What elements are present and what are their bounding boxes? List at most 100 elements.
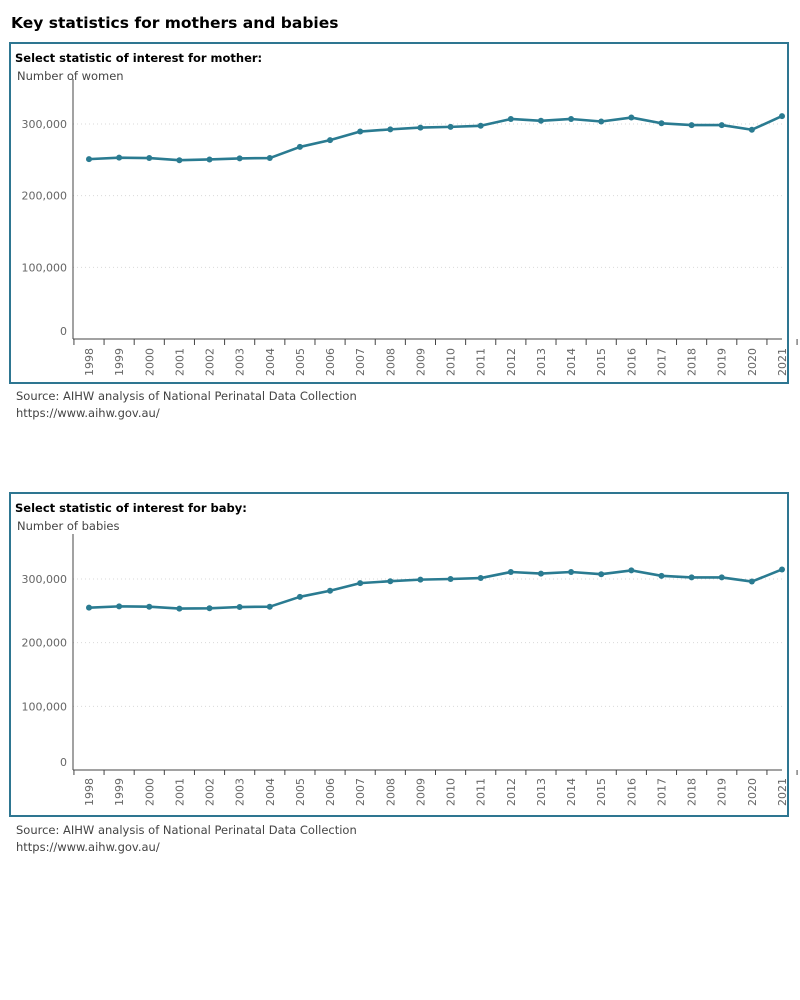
- baby-data-point: [749, 579, 755, 585]
- mother-x-tick-label: 2015: [595, 348, 608, 376]
- baby-y-tick-label: 100,000: [22, 700, 68, 713]
- baby-y-tick-label: 0: [60, 756, 67, 769]
- baby-x-tick-label: 2007: [354, 778, 367, 806]
- mother-data-point: [689, 122, 695, 128]
- mother-x-tick-label: 2011: [475, 348, 488, 376]
- mother-data-point: [387, 126, 393, 132]
- mother-data-point: [538, 118, 544, 124]
- mother-line-chart: 0 100,000 200,000 300,000 1998 1999 2000 2001 20…: [11, 44, 791, 386]
- baby-x-tick-label: 2010: [445, 778, 458, 806]
- mother-data-point: [448, 124, 454, 130]
- mother-x-tick-label: 2013: [535, 348, 548, 376]
- baby-x-tick-label: 2016: [625, 778, 638, 806]
- mother-data-point: [357, 129, 363, 135]
- mother-y-tick-label: 200,000: [22, 190, 68, 203]
- mother-data-point: [146, 155, 152, 161]
- baby-data-point: [508, 569, 514, 575]
- baby-data-point: [417, 577, 423, 583]
- mother-source-link[interactable]: https://www.aihw.gov.au/: [16, 405, 357, 422]
- baby-x-tick-label: 2002: [204, 778, 217, 806]
- baby-data-point: [478, 575, 484, 581]
- baby-data-point: [207, 605, 213, 611]
- baby-data-point: [237, 604, 243, 610]
- baby-data-point: [327, 588, 333, 594]
- baby-y-tick-label: 300,000: [22, 573, 68, 586]
- mother-data-point: [749, 127, 755, 133]
- mother-x-tick-label: 2008: [384, 348, 397, 376]
- baby-data-point: [538, 571, 544, 577]
- baby-data-point: [448, 576, 454, 582]
- mother-x-tick-label: 2005: [294, 348, 307, 376]
- baby-data-point: [628, 567, 634, 573]
- baby-data-point: [267, 604, 273, 610]
- mother-data-point: [237, 155, 243, 161]
- mother-x-tick-label: 2020: [746, 348, 759, 376]
- mother-source-text: Source: AIHW analysis of National Perina…: [16, 388, 357, 405]
- mother-x-tick-label: 2019: [716, 348, 729, 376]
- mother-data-point: [297, 144, 303, 150]
- baby-x-tick-label: 2018: [686, 778, 699, 806]
- mother-data-point: [779, 113, 785, 119]
- mother-data-point: [86, 156, 92, 162]
- mother-x-tick-label: 2002: [204, 348, 217, 376]
- mother-x-tick-label: 2016: [625, 348, 638, 376]
- baby-data-point: [689, 574, 695, 580]
- baby-x-tick-label: 2005: [294, 778, 307, 806]
- mother-data-point: [207, 156, 213, 162]
- mother-x-tick-label: 2000: [143, 348, 156, 376]
- mother-x-tick-label: 2017: [655, 348, 668, 376]
- baby-data-point: [116, 603, 122, 609]
- mother-x-tick-label: 2006: [324, 348, 337, 376]
- baby-data-point: [176, 606, 182, 612]
- baby-data-point: [658, 573, 664, 579]
- mother-x-tick-label: 2014: [565, 348, 578, 376]
- mother-x-tick-label: 2007: [354, 348, 367, 376]
- baby-x-tick-label: 2009: [414, 778, 427, 806]
- baby-source-link[interactable]: https://www.aihw.gov.au/: [16, 839, 357, 856]
- mother-y-tick-label: 300,000: [22, 118, 68, 131]
- mother-data-point: [267, 155, 273, 161]
- baby-x-tick-label: 2012: [505, 778, 518, 806]
- mother-y-tick-label: 0: [60, 325, 67, 338]
- mother-x-tick-label: 2018: [686, 348, 699, 376]
- mother-x-tick-label: 2004: [264, 348, 277, 376]
- baby-series-line: [89, 569, 782, 608]
- mother-x-tick-label: 2001: [173, 348, 186, 376]
- mother-data-point: [628, 115, 634, 121]
- baby-x-tick-label: 1998: [83, 778, 96, 806]
- baby-x-tick-label: 2017: [655, 778, 668, 806]
- baby-x-tick-label: 2020: [746, 778, 759, 806]
- mother-data-point: [327, 137, 333, 143]
- mother-data-point: [719, 122, 725, 128]
- baby-x-tick-label: 2004: [264, 778, 277, 806]
- mother-data-point: [116, 155, 122, 161]
- mother-data-point: [568, 116, 574, 122]
- baby-x-tick-label: 1999: [113, 778, 126, 806]
- mother-series-line: [89, 116, 782, 160]
- mother-data-point: [417, 125, 423, 131]
- baby-x-tick-label: 2013: [535, 778, 548, 806]
- mother-x-tick-label: 2009: [414, 348, 427, 376]
- baby-x-tick-label: 2011: [475, 778, 488, 806]
- baby-data-point: [719, 574, 725, 580]
- mother-source-note: Source: AIHW analysis of National Perina…: [16, 388, 357, 422]
- mother-x-tick-label: 1998: [83, 348, 96, 376]
- baby-x-tick-label: 2000: [143, 778, 156, 806]
- baby-data-point: [146, 604, 152, 610]
- baby-x-tick-label: 2003: [234, 778, 247, 806]
- baby-line-chart: 0 100,000 200,000 300,000 1998 1999 2000 2001 20…: [11, 494, 791, 819]
- mother-x-tick-label: 2010: [445, 348, 458, 376]
- baby-x-tick-label: 2019: [716, 778, 729, 806]
- mother-statistic-panel: Select statistic of interest for mother:…: [9, 42, 789, 384]
- baby-source-text: Source: AIHW analysis of National Perina…: [16, 822, 357, 839]
- baby-x-tick-label: 2014: [565, 778, 578, 806]
- mother-x-tick-label: 2021: [776, 348, 789, 376]
- baby-x-tick-label: 2006: [324, 778, 337, 806]
- baby-x-tick-label: 2001: [173, 778, 186, 806]
- mother-data-point: [658, 120, 664, 126]
- baby-data-point: [779, 566, 785, 572]
- mother-data-point: [176, 157, 182, 163]
- baby-data-point: [357, 580, 363, 586]
- baby-data-point: [598, 571, 604, 577]
- baby-data-point: [387, 578, 393, 584]
